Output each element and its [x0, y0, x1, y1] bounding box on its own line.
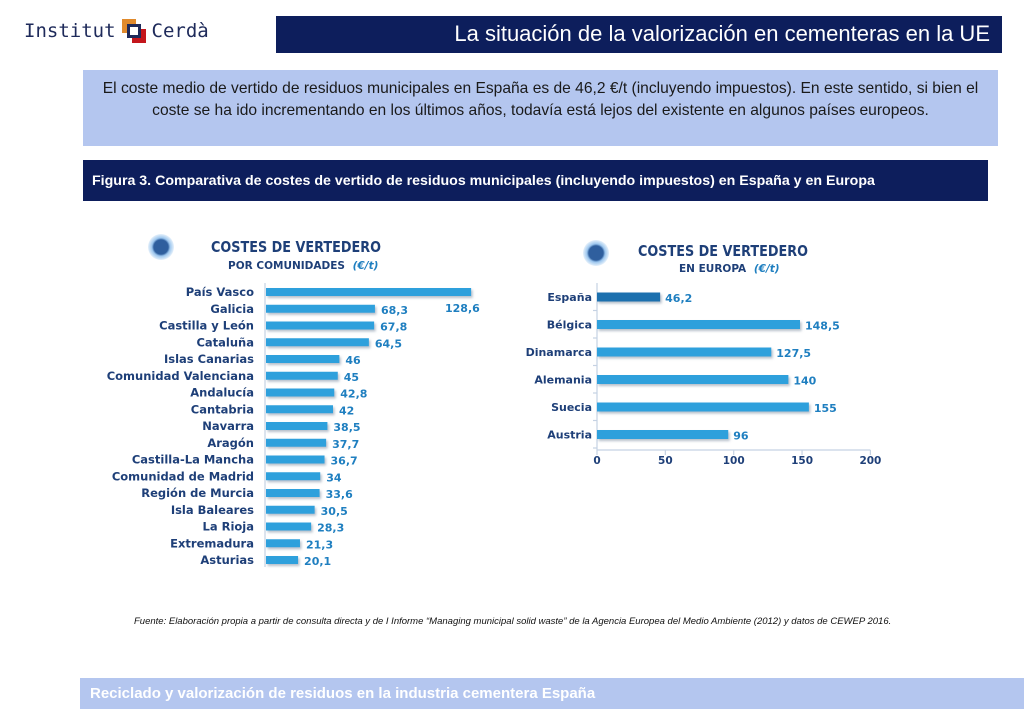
- left-chart-bar: [266, 288, 472, 296]
- left-chart-bar: [266, 455, 325, 464]
- page-title: La situación de la valorización en cemen…: [276, 16, 1002, 53]
- left-chart-category-label: Aragón: [207, 436, 254, 450]
- left-chart-bar: [266, 472, 321, 481]
- left-chart-value-label: 45: [344, 371, 359, 384]
- left-chart-category-label: Isla Baleares: [171, 503, 254, 517]
- left-chart-plot: País Vasco 128,6 Galicia 68,3 Castilla y Leó…: [107, 283, 480, 568]
- right-chart-plot: 0 50 100 150 200 España 46,2 Bélgica 148,5 Dinama…: [526, 283, 881, 467]
- left-chart-bar: [266, 338, 369, 347]
- left-chart-unit: (€/t): [353, 260, 379, 272]
- left-chart-bar: [266, 371, 338, 380]
- institut-cerda-logo: Institut Cerdà: [24, 14, 209, 48]
- left-chart-value-label: 21,3: [306, 538, 333, 551]
- svg-text:EN EUROPA (€/t): EN EUROPA (€/t): [679, 263, 780, 275]
- left-chart-bar: [266, 438, 327, 447]
- right-chart-title: COSTES DE VERTEDERO: [638, 242, 808, 260]
- left-chart-category-label: Extremadura: [170, 536, 254, 550]
- left-chart-value-label: 42: [339, 404, 354, 417]
- left-chart-value-label: 68,3: [381, 304, 408, 317]
- left-chart-value-label: 34: [326, 471, 342, 484]
- left-chart-category-label: Navarra: [202, 419, 254, 433]
- left-chart-bar: [266, 505, 315, 514]
- right-chart-value-label: 127,5: [776, 347, 811, 360]
- left-chart-bar: [266, 355, 340, 363]
- left-chart-category-label: Islas Canarias: [164, 352, 254, 366]
- left-chart-value-label: 33,6: [326, 488, 353, 501]
- left-chart-category-label: La Rioja: [203, 520, 255, 534]
- left-chart-category-label: Asturias: [200, 553, 254, 567]
- intro-text: El coste medio de vertido de residuos mu…: [83, 70, 998, 146]
- left-chart-value-label: 67,8: [380, 321, 407, 334]
- left-chart-value-label: 20,1: [304, 555, 331, 568]
- right-chart-bar: [597, 347, 772, 357]
- left-chart-category-label: Cantabria: [191, 402, 254, 416]
- right-chart-value-label: 155: [814, 402, 837, 415]
- right-chart-x-tick-label: 50: [658, 455, 673, 467]
- right-chart-value-label: 46,2: [665, 292, 692, 305]
- left-chart-category-label: Castilla y León: [159, 319, 254, 333]
- left-chart-category-label: Castilla-La Mancha: [132, 453, 254, 467]
- left-chart-category-label: Comunidad Valenciana: [107, 369, 254, 383]
- left-chart-subtitle: POR COMUNIDADES: [228, 260, 345, 272]
- left-chart-category-label: País Vasco: [186, 285, 254, 299]
- logo-text-left: Institut: [24, 20, 116, 42]
- left-chart-value-label: 38,5: [333, 421, 360, 434]
- right-chart-bar: [597, 292, 661, 302]
- right-chart-bar: [597, 430, 729, 439]
- left-chart-bar: [266, 522, 312, 531]
- logo-text-right: Cerdà: [151, 20, 209, 42]
- source-note: Fuente: Elaboración propia a partir de c…: [134, 616, 892, 627]
- left-chart-value-label: 46: [345, 354, 361, 367]
- left-chart-bar: [266, 304, 375, 313]
- right-chart-bar: [597, 402, 809, 412]
- right-chart-category-label: Alemania: [534, 374, 592, 387]
- right-chart-unit: (€/t): [754, 263, 780, 275]
- right-chart-category-label: Bélgica: [547, 319, 592, 332]
- left-chart-value-label: 28,3: [317, 522, 344, 535]
- right-chart-x-tick-label: 150: [791, 455, 813, 467]
- right-chart-subtitle: EN EUROPA: [679, 263, 747, 275]
- right-chart-category-label: Dinamarca: [526, 346, 592, 359]
- logo-mark-icon: [121, 19, 146, 43]
- left-chart-bar: [266, 539, 300, 548]
- right-chart-value-label: 96: [733, 430, 749, 443]
- right-chart-category-label: Austria: [547, 429, 592, 442]
- left-chart-bar: [266, 321, 375, 330]
- left-chart-category-label: Comunidad de Madrid: [112, 469, 254, 483]
- left-chart-bar: [266, 422, 328, 430]
- left-chart-bar: [266, 405, 333, 414]
- svg-text:POR COMUNIDADES (€/t): POR COMUNIDADES (€/t): [228, 260, 378, 272]
- left-chart-value-label: 64,5: [375, 337, 402, 350]
- right-chart-value-label: 148,5: [805, 320, 840, 333]
- right-chart-category-label: España: [547, 291, 592, 304]
- right-chart-bullet-icon: [583, 240, 609, 266]
- left-chart-title: COSTES DE VERTEDERO: [211, 238, 381, 256]
- right-chart-x-tick-label: 100: [723, 455, 745, 467]
- left-chart-value-label: 37,7: [332, 438, 359, 451]
- left-chart-bar: [266, 388, 335, 397]
- right-chart-bar: [597, 375, 789, 384]
- left-chart-category-label: Andalucía: [190, 386, 254, 400]
- right-chart-value-label: 140: [793, 375, 816, 388]
- right-chart-bar: [597, 320, 800, 329]
- right-chart-x-tick-label: 0: [593, 455, 600, 467]
- left-chart-bullet-icon: [148, 234, 174, 260]
- left-chart-category-label: Región de Murcia: [141, 486, 254, 500]
- left-chart-value-label: 42,8: [340, 388, 367, 401]
- footer-bar: Reciclado y valorización de residuos en …: [80, 678, 1024, 709]
- right-chart-x-tick-label: 200: [859, 455, 881, 467]
- left-chart-value-label: 36,7: [331, 455, 358, 468]
- left-chart-bar: [266, 556, 299, 564]
- left-chart-bar: [266, 489, 320, 497]
- left-chart-value-label: 30,5: [321, 505, 348, 518]
- figure-caption: Figura 3. Comparativa de costes de verti…: [83, 160, 988, 201]
- right-chart-category-label: Suecia: [551, 401, 592, 414]
- left-chart-category-label: Galicia: [210, 302, 254, 316]
- left-chart-category-label: Cataluña: [196, 335, 254, 349]
- left-chart-value-label: 128,6: [445, 302, 480, 315]
